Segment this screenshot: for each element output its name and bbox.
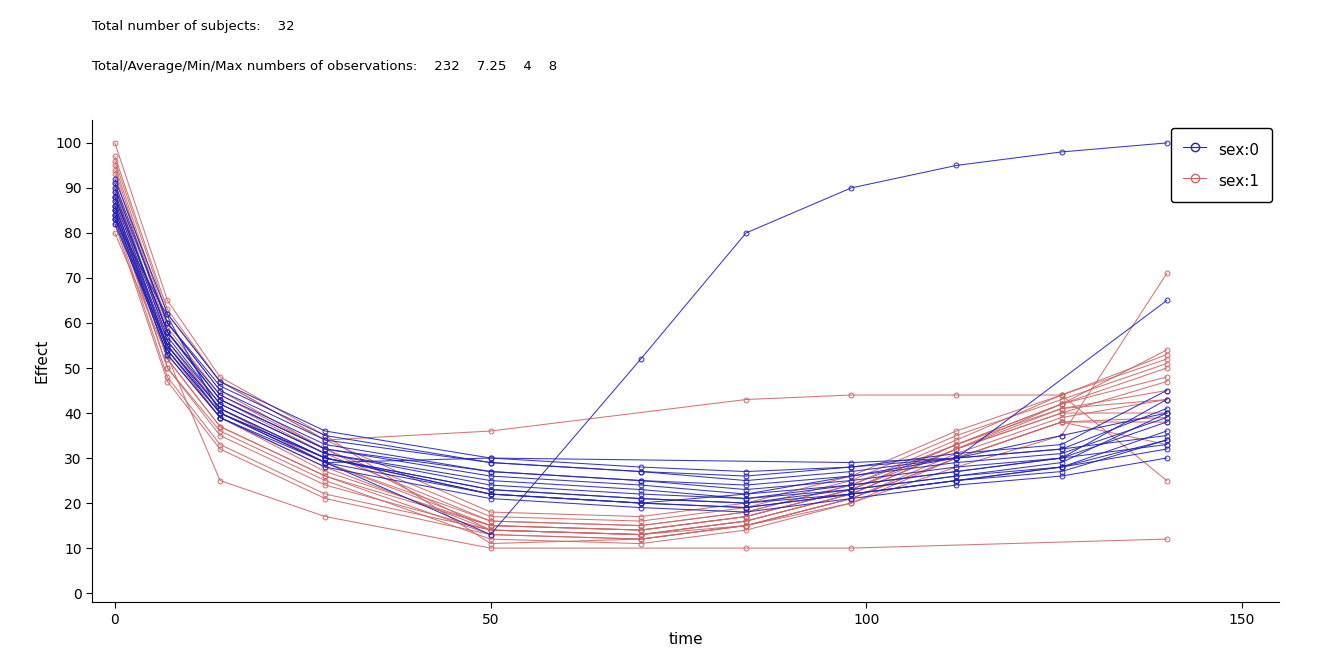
Text: Total/Average/Min/Max numbers of observations:    232    7.25    4    8: Total/Average/Min/Max numbers of observa…	[92, 60, 558, 73]
Legend: sex:0, sex:1: sex:0, sex:1	[1171, 128, 1272, 202]
Y-axis label: Effect: Effect	[36, 339, 50, 383]
Text: Total number of subjects:    32: Total number of subjects: 32	[92, 20, 295, 33]
X-axis label: time: time	[669, 632, 703, 647]
